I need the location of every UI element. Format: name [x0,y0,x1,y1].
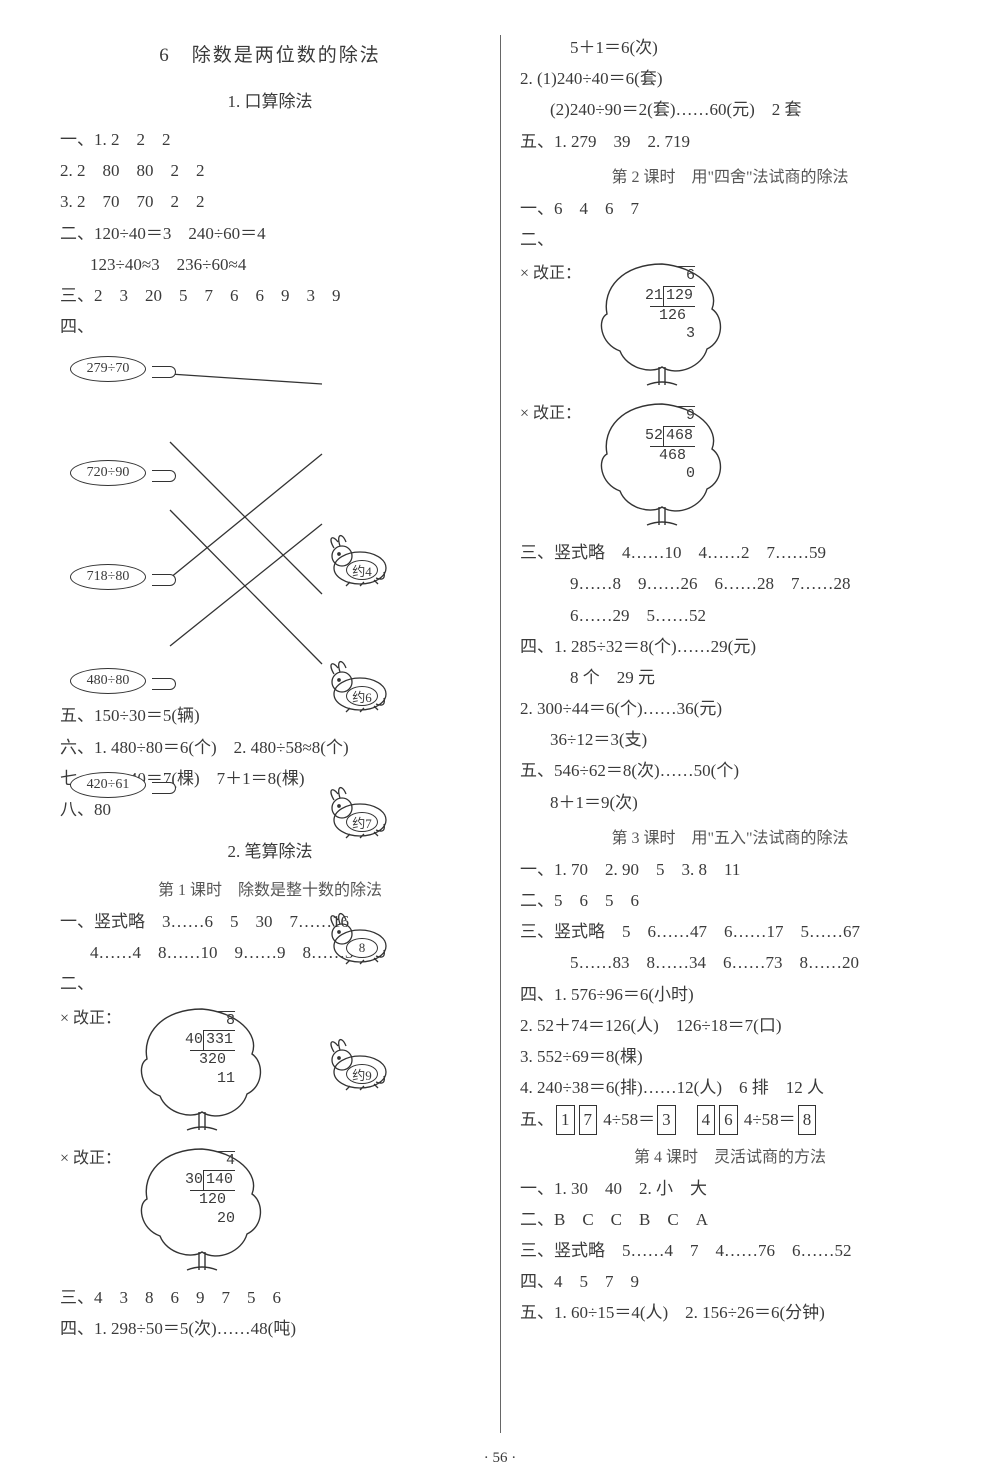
right-column: 5＋1＝6(次) 2. (1)240÷40＝6(套) (2)240÷90＝2(套… [500,30,940,1420]
text-line: 5＋1＝6(次) [520,34,940,61]
text-line: 一、1. 30 40 2. 小 大 [520,1175,940,1202]
text-line: 二、B C C B C A [520,1206,940,1233]
lesson-1-title: 第 1 课时 除数是整十数的除法 [60,876,480,900]
tree-icon: 840331 320 11 [132,1004,272,1134]
text-line: 五、150÷30＝5(辆) [60,702,480,729]
hand-item: 480÷80 [70,668,160,704]
bunny-item: 约4 [320,532,394,588]
text-line: 2. 300÷44＝6(个)……36(元) [520,695,940,722]
text-line: 4……4 8……10 9……9 8……3 [60,939,480,966]
text-line: 二、120÷40＝3 240÷60＝4 [60,220,480,247]
tree-correction-3: × 改正： 621129 126 3 [520,259,940,389]
text-line: 2. 52＋74＝126(人) 126÷18＝7(口) [520,1012,940,1039]
text-line: 2. (1)240÷40＝6(套) [520,65,940,92]
hand-item: 718÷80 [70,564,160,600]
text-line: 三、竖式略 4……10 4……2 7……59 [520,539,940,566]
left-column: 6 除数是两位数的除法 1. 口算除法 一、1. 2 2 2 2. 2 80 8… [60,30,500,1420]
boxed-answer-line: 五、17 4÷58＝3 46 4÷58＝8 [520,1105,940,1134]
page-number: · 56 · [0,1450,1000,1467]
text-line: 三、2 3 20 5 7 6 6 9 3 9 [60,282,480,309]
bunny-item: 8 [320,910,394,966]
text-line: 3. 2 70 70 2 2 [60,188,480,215]
text-line: 四、 [60,313,480,340]
text-line: 一、1. 2 2 2 [60,126,480,153]
tree-icon: 621129 126 3 [592,259,732,389]
text-line: (2)240÷90＝2(套)……60(元) 2 套 [520,96,940,123]
section-2-title: 2. 笔算除法 [60,837,480,862]
text-line: 4. 240÷38＝6(排)……12(人) 6 排 12 人 [520,1074,940,1101]
text-line: 四、4 5 7 9 [520,1268,940,1295]
text-line: 6……29 5……52 [520,602,940,629]
text-line: 三、4 3 8 6 9 7 5 6 [60,1284,480,1311]
text-line: 二、5 6 5 6 [520,887,940,914]
tree-correction-2: × 改正： 430140 120 20 [60,1144,480,1274]
tree-correction-4: × 改正： 952468 468 0 [520,399,940,529]
text-line: 8 个 29 元 [520,664,940,691]
matching-exercise: 279÷70720÷90718÷80480÷80420÷61约4约6约78约9 [70,346,430,696]
text-line: 一、1. 70 2. 90 5 3. 8 11 [520,856,940,883]
text-line: 三、竖式略 5 6……47 6……17 5……67 [520,918,940,945]
text-line: 二、 [520,226,940,253]
text-line: 3. 552÷69＝8(棵) [520,1043,940,1070]
text-line: 六、1. 480÷80＝6(个) 2. 480÷58≈8(个) [60,734,480,761]
text-line: 二、 [60,970,480,997]
text-line: 五、1. 60÷15＝4(人) 2. 156÷26＝6(分钟) [520,1299,940,1326]
text-line: 一、竖式略 3……6 5 30 7……16 [60,908,480,935]
tree-icon: 952468 468 0 [592,399,732,529]
text-line: 2. 2 80 80 2 2 [60,157,480,184]
bunny-item: 约9 [320,1036,394,1092]
text-line: 四、1. 576÷96＝6(小时) [520,981,940,1008]
hand-item: 720÷90 [70,460,160,496]
text-line: 9……8 9……26 6……28 7……28 [520,570,940,597]
tree-icon: 430140 120 20 [132,1144,272,1274]
text-line: 四、1. 298÷50＝5(次)……48(吨) [60,1315,480,1342]
text-line: 5……83 8……34 6……73 8……20 [520,949,940,976]
hand-item: 420÷61 [70,772,160,808]
text-line: 四、1. 285÷32＝8(个)……29(元) [520,633,940,660]
text-line: 123÷40≈3 236÷60≈4 [60,251,480,278]
bunny-item: 约7 [320,784,394,840]
text-line: 五、546÷62＝8(次)……50(个) [520,757,940,784]
tree-correction-1: × 改正： 840331 320 11 [60,1004,480,1134]
match-connections [70,346,430,696]
section-1-title: 1. 口算除法 [60,87,480,112]
text-line: 三、竖式略 5……4 7 4……76 6……52 [520,1237,940,1264]
column-divider [500,35,501,1433]
lesson-2-title: 第 2 课时 用"四舍"法试商的除法 [520,163,940,187]
text-line: 8＋1＝9(次) [520,789,940,816]
bunny-item: 约6 [320,658,394,714]
text-line: 36÷12＝3(支) [520,726,940,753]
hand-item: 279÷70 [70,356,160,392]
text-line: 五、1. 279 39 2. 719 [520,128,940,155]
chapter-title: 6 除数是两位数的除法 [60,40,480,67]
text-line: 一、6 4 6 7 [520,195,940,222]
lesson-3-title: 第 3 课时 用"五入"法试商的除法 [520,824,940,848]
lesson-4-title: 第 4 课时 灵活试商的方法 [520,1143,940,1167]
